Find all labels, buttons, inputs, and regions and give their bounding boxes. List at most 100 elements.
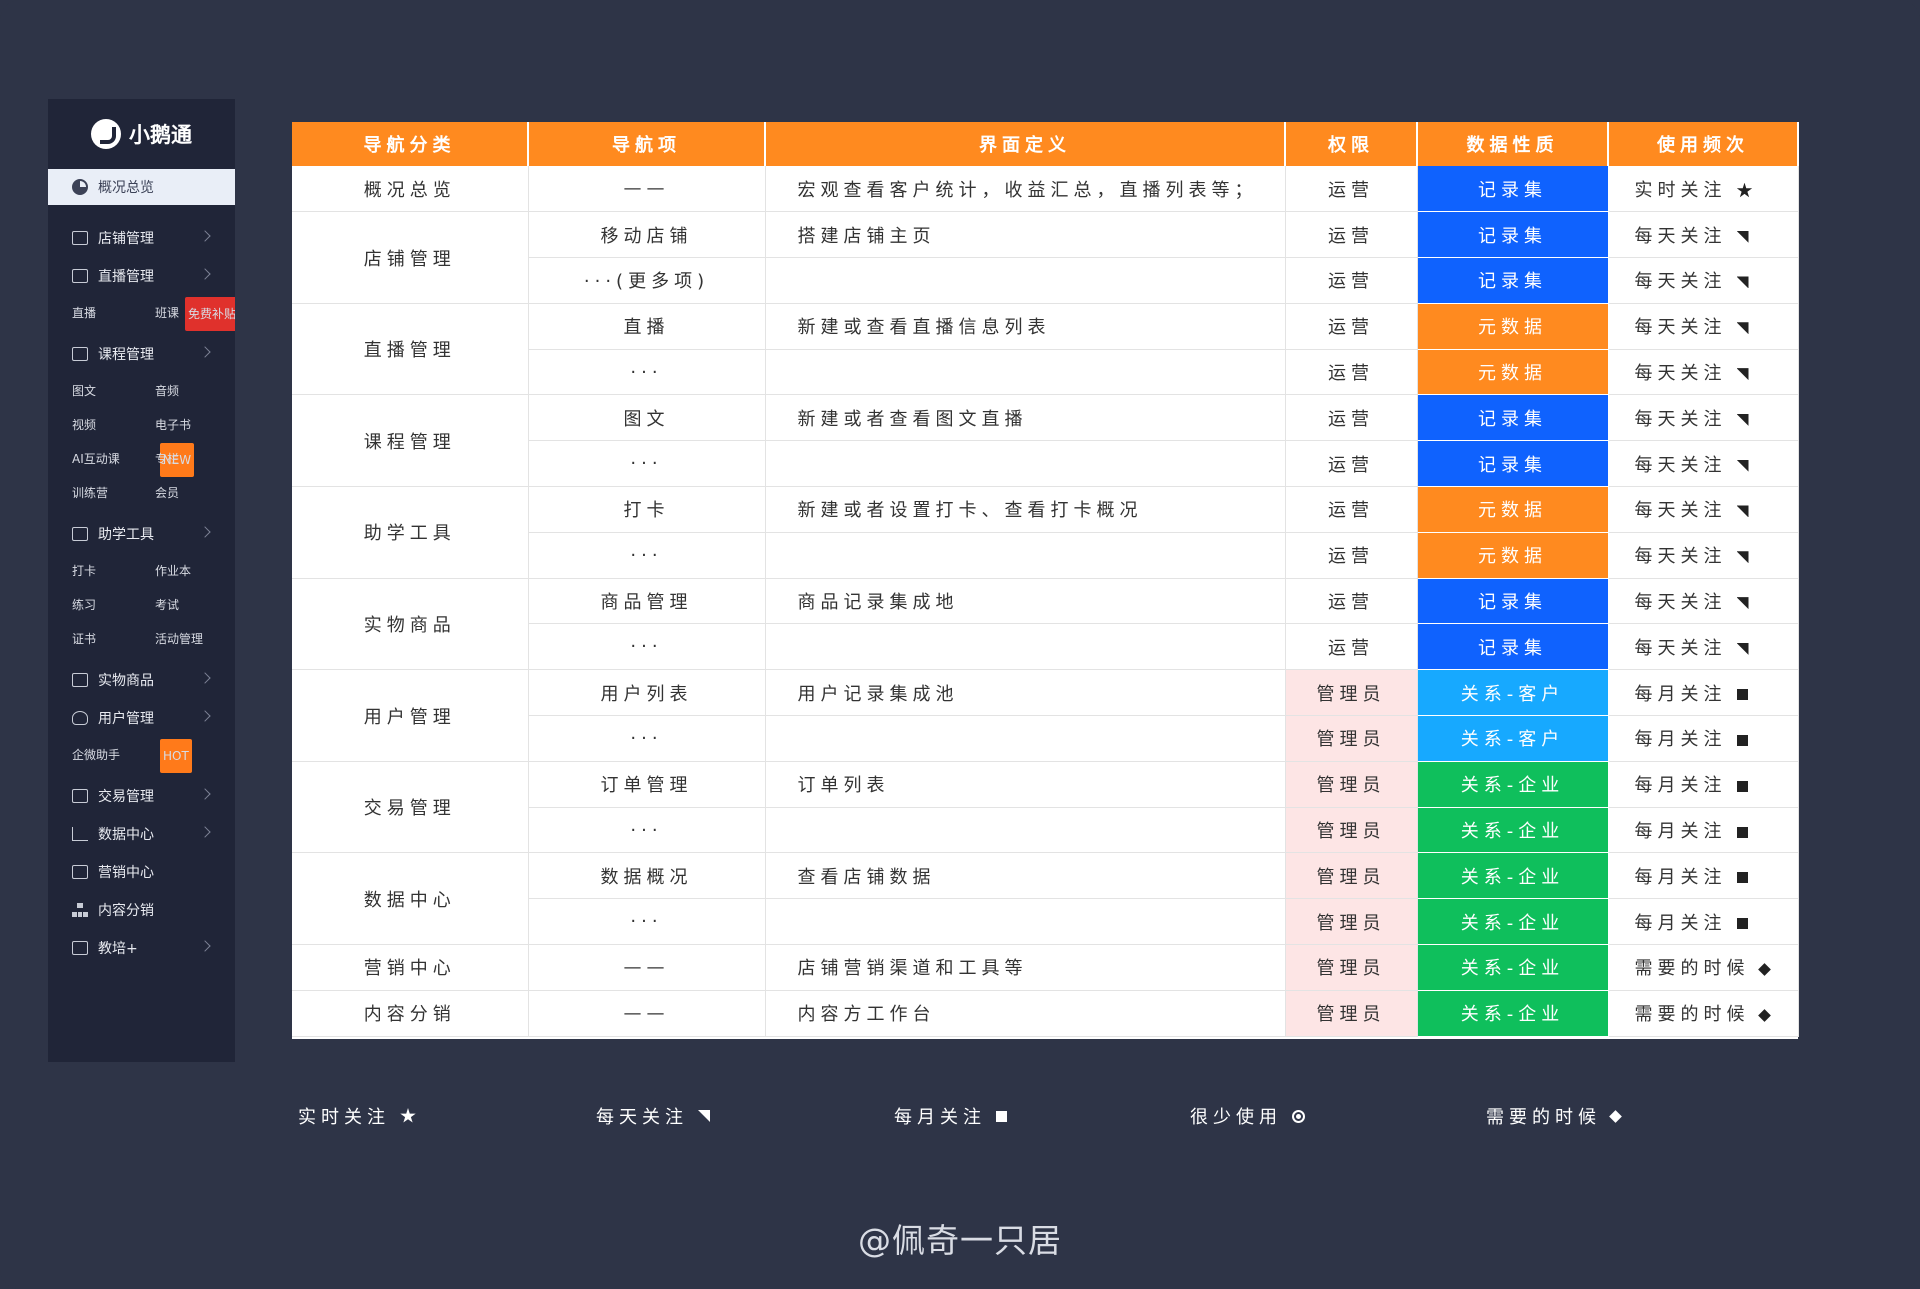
sidebar-item[interactable]: 直播管理 xyxy=(72,257,235,295)
cell-nav-item: 商品管理 xyxy=(528,578,766,625)
sidebar-item[interactable]: 数据中心 xyxy=(72,815,235,853)
frequency-label: 每天关注 xyxy=(1634,546,1727,568)
frequency-label: 每月关注 xyxy=(1634,912,1727,934)
cell-data-nature: 关系-企业 xyxy=(1417,761,1609,808)
cell-data-nature: 记录集 xyxy=(1417,166,1609,213)
table-row: 概况总览 —— 宏观查看客户统计，收益汇总，直播列表等； 运营 记录集 实时关注 xyxy=(292,166,1799,213)
sidebar-item[interactable]: 课程管理 xyxy=(72,335,235,373)
store-icon xyxy=(72,231,88,245)
star-icon xyxy=(400,1108,416,1123)
cell-nav-item: ··· xyxy=(528,532,766,579)
sidebar-subitem-label: AI互动课 xyxy=(72,451,120,466)
sidebar-subitem[interactable]: 证书 xyxy=(72,621,155,655)
sidebar-subitem[interactable]: 直播 xyxy=(72,295,155,329)
sidebar-subitem[interactable]: 会员 xyxy=(155,475,235,509)
sidebar-subitem[interactable]: 打卡 xyxy=(72,553,155,587)
cell-nav-item: —— xyxy=(528,990,766,1037)
sidebar: 小鹅通 概况总览 店铺管理 直播管理 直播 班课 免费补贴课程管理 图文 音频视频 电子书 AI… xyxy=(48,99,235,1062)
video-camera-icon xyxy=(72,269,88,283)
sidebar-item[interactable]: 实物商品 xyxy=(72,661,235,699)
sidebar-subitem[interactable]: 专栏 xyxy=(155,441,235,475)
cell-permission: 运营 xyxy=(1285,394,1418,442)
sidebar-subitem[interactable]: 视频 xyxy=(72,407,155,441)
circle-dot-icon xyxy=(1292,1109,1305,1123)
sidebar-subitem-label: 电子书 xyxy=(155,417,192,432)
nav-section: 实物商品 xyxy=(48,661,235,699)
sidebar-item[interactable]: 助学工具 xyxy=(72,515,235,553)
cell-data-nature: 记录集 xyxy=(1417,623,1609,671)
sidebar-subitem[interactable]: 作业本 xyxy=(155,553,235,587)
cell-frequency: 每天关注 xyxy=(1608,394,1799,442)
cell-definition: 用户记录集成池 xyxy=(765,669,1286,717)
frequency-label: 每天关注 xyxy=(1634,317,1727,339)
table-row: ··· 运营 元数据 每天关注 xyxy=(292,349,1799,396)
triangle-icon xyxy=(1736,322,1749,335)
brand[interactable]: 小鹅通 xyxy=(48,99,235,169)
sidebar-subitem[interactable]: 音频 xyxy=(155,373,235,407)
table-row: 数据中心 数据概况 查看店铺数据 管理员 关系-企业 每月关注 xyxy=(292,852,1799,946)
cell-frequency: 每天关注 xyxy=(1608,303,1799,350)
cell-permission: 运营 xyxy=(1285,349,1418,396)
cell-permission: 管理员 xyxy=(1285,715,1418,762)
table-row: ··· 运营 记录集 每天关注 xyxy=(292,440,1799,488)
cell-definition: 新建或者设置打卡、查看打卡概况 xyxy=(765,486,1286,533)
frequency-label: 每天关注 xyxy=(1634,225,1727,247)
table-row: 店铺管理 移动店铺 搭建店铺主页 运营 记录集 每天关注 xyxy=(292,211,1799,304)
sidebar-subitem[interactable]: 电子书 xyxy=(155,407,235,441)
sidebar-item[interactable]: 教培+ xyxy=(72,929,235,967)
square-icon xyxy=(1736,734,1748,746)
frequency-label: 每月关注 xyxy=(1634,821,1727,843)
table-row: 直播管理 直播 新建或查看直播信息列表 运营 元数据 每天关注 xyxy=(292,303,1799,396)
frequency-label: 每天关注 xyxy=(1634,271,1727,293)
sidebar-subitem-label: 打卡 xyxy=(72,563,97,578)
sidebar-subitem[interactable]: 活动管理 xyxy=(155,621,235,655)
table-row: ··· 运营 元数据 每天关注 xyxy=(292,532,1799,579)
sidebar-subitem[interactable]: AI互动课 NEW xyxy=(72,441,195,477)
sidebar-item[interactable]: 营销中心 xyxy=(72,853,235,891)
tree-icon xyxy=(72,903,88,917)
cell-category: 概况总览 xyxy=(292,166,529,213)
sidebar-subitem[interactable]: 企微助手 HOT xyxy=(72,737,192,773)
sidebar-item[interactable]: 店铺管理 xyxy=(72,219,235,257)
sidebar-subitem[interactable]: 练习 xyxy=(72,587,155,621)
cell-category: 内容分销 xyxy=(292,990,529,1037)
legend-item: 很少使用 xyxy=(1190,1103,1305,1129)
sidebar-subitem[interactable]: 训练营 xyxy=(72,475,155,509)
cell-nav-item: ··· xyxy=(528,807,766,854)
nav-sections: 店铺管理 直播管理 直播 班课 免费补贴课程管理 图文 音频视频 电子书 AI互动课 NEW 专栏训… xyxy=(48,219,235,967)
cell-definition xyxy=(765,715,1286,762)
sidebar-subitem[interactable]: 图文 xyxy=(72,373,155,407)
cell-nav-item: 用户列表 xyxy=(528,669,766,717)
diamond-icon xyxy=(1609,1109,1622,1123)
header-permission: 权限 xyxy=(1285,122,1418,166)
sidebar-subitem-label: 视频 xyxy=(72,417,97,432)
briefcase-icon xyxy=(72,527,88,541)
cell-definition xyxy=(765,440,1286,488)
triangle-icon xyxy=(1736,505,1749,518)
table-row: 交易管理 订单管理 订单列表 管理员 关系-企业 每月关注 xyxy=(292,761,1799,854)
cell-data-nature: 元数据 xyxy=(1417,486,1609,533)
sidebar-subitem[interactable]: 班课 免费补贴 xyxy=(155,295,235,331)
star-icon xyxy=(1736,182,1753,198)
cell-definition: 店铺营销渠道和工具等 xyxy=(765,944,1286,991)
line-chart-icon xyxy=(72,827,88,841)
header-frequency: 使用频次 xyxy=(1608,122,1799,166)
sidebar-item-overview[interactable]: 概况总览 xyxy=(48,169,235,205)
cell-nav-item: 图文 xyxy=(528,394,766,442)
chevron-right-icon xyxy=(199,268,211,280)
nav-section: 用户管理 企微助手 HOT xyxy=(48,699,235,777)
table-row: ··· 管理员 关系-企业 每月关注 xyxy=(292,807,1799,854)
table-row: 用户管理 用户列表 用户记录集成池 管理员 关系-客户 每月关注 xyxy=(292,669,1799,762)
cell-permission: 管理员 xyxy=(1285,852,1418,900)
cell-permission: 运营 xyxy=(1285,486,1418,533)
sidebar-item[interactable]: 用户管理 xyxy=(72,699,235,737)
sidebar-item[interactable]: 交易管理 xyxy=(72,777,235,815)
triangle-icon xyxy=(1736,551,1749,564)
document-icon xyxy=(72,347,88,361)
sidebar-subitem[interactable]: 考试 xyxy=(155,587,235,621)
sidebar-item[interactable]: 内容分销 xyxy=(72,891,235,929)
cell-category: 助学工具 xyxy=(292,486,529,579)
cell-data-nature: 关系-企业 xyxy=(1417,852,1609,900)
cell-nav-item: —— xyxy=(528,166,766,213)
legend-label: 每月关注 xyxy=(894,1107,986,1128)
